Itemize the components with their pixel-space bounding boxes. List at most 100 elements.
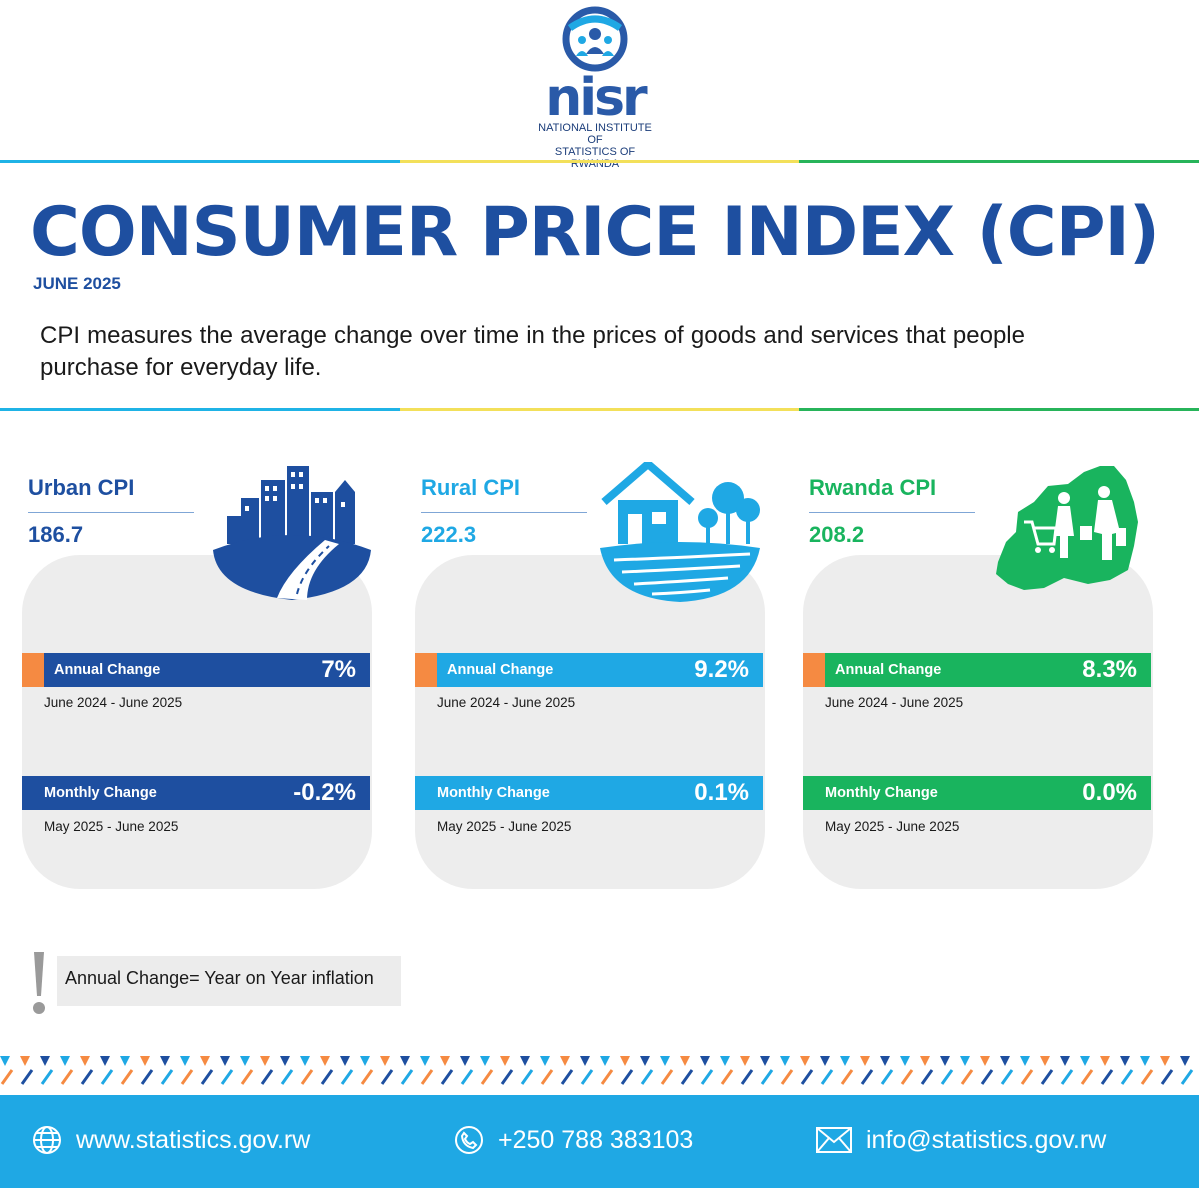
pattern-triangle: [840, 1056, 850, 1066]
top-divider: [0, 160, 1199, 163]
page-title: CONSUMER PRICE INDEX (CPI): [30, 193, 1160, 272]
pattern-triangle: [680, 1056, 690, 1066]
pattern-triangle: [920, 1056, 930, 1066]
pattern-triangle: [80, 1056, 90, 1066]
pattern-stripe: [120, 1069, 134, 1085]
pattern-triangle: [400, 1056, 410, 1066]
pattern-triangle: [300, 1056, 310, 1066]
pattern-stripe: [640, 1069, 654, 1085]
pattern-stripe: [600, 1069, 614, 1085]
phone-icon: [455, 1126, 483, 1154]
pattern-stripe: [840, 1069, 854, 1085]
annual-change-bar: Annual Change 8.3%: [803, 653, 1151, 687]
annual-change-label: Annual Change: [447, 662, 554, 678]
nisr-logo: nisr NATIONAL INSTITUTE OF STATISTICS OF…: [530, 6, 660, 170]
decorative-pattern: [0, 1056, 1194, 1085]
nisr-emblem-icon: [562, 6, 628, 72]
pattern-triangle: [440, 1056, 450, 1066]
pattern-stripe: [1000, 1069, 1014, 1085]
pattern-triangle: [1060, 1056, 1070, 1066]
pattern-stripe: [240, 1069, 254, 1085]
annual-change-value: 7%: [321, 656, 356, 683]
phone-number[interactable]: +250 788 383103: [498, 1125, 694, 1154]
card-title: Rwanda CPI: [809, 475, 937, 500]
pattern-triangle: [580, 1056, 590, 1066]
pattern-stripe: [1180, 1069, 1194, 1085]
note-text: Annual Change= Year on Year inflation: [57, 956, 401, 1006]
annual-change-value: 9.2%: [694, 656, 749, 683]
pattern-triangle: [480, 1056, 490, 1066]
pattern-stripe: [40, 1069, 54, 1085]
pattern-stripe: [940, 1069, 954, 1085]
pattern-triangle: [140, 1056, 150, 1066]
pattern-triangle: [660, 1056, 670, 1066]
pattern-triangle: [460, 1056, 470, 1066]
pattern-triangle: [940, 1056, 950, 1066]
pattern-stripe: [380, 1069, 394, 1085]
pattern-triangle: [760, 1056, 770, 1066]
pattern-triangle: [1100, 1056, 1110, 1066]
annual-change-label: Annual Change: [835, 662, 942, 678]
pattern-triangle: [600, 1056, 610, 1066]
pattern-stripe: [400, 1069, 414, 1085]
card-background: [803, 555, 1153, 889]
pattern-stripe: [440, 1069, 454, 1085]
pattern-triangle: [900, 1056, 910, 1066]
pattern-stripe: [1100, 1069, 1114, 1085]
pattern-stripe: [760, 1069, 774, 1085]
footer: www.statistics.gov.rw +250 788 383103 in…: [0, 1095, 1199, 1188]
footer-website[interactable]: www.statistics.gov.rw: [32, 1123, 310, 1157]
pattern-stripe: [980, 1069, 994, 1085]
card-value: 186.7: [28, 522, 84, 547]
pattern-triangle: [340, 1056, 350, 1066]
footer-email[interactable]: info@statistics.gov.rw: [816, 1123, 1106, 1157]
website-link[interactable]: www.statistics.gov.rw: [76, 1125, 311, 1154]
card-background: [415, 555, 765, 889]
pattern-stripe: [900, 1069, 914, 1085]
pattern-stripe: [320, 1069, 334, 1085]
pattern-stripe: [820, 1069, 834, 1085]
pattern-stripe: [800, 1069, 814, 1085]
pattern-triangle: [40, 1056, 50, 1066]
email-link[interactable]: info@statistics.gov.rw: [866, 1125, 1107, 1154]
pattern-stripe: [520, 1069, 534, 1085]
pattern-stripe: [280, 1069, 294, 1085]
pattern-triangle: [860, 1056, 870, 1066]
pattern-stripe: [1160, 1069, 1174, 1085]
pattern-triangle: [1120, 1056, 1130, 1066]
pattern-triangle: [1040, 1056, 1050, 1066]
pattern-triangle: [1080, 1056, 1090, 1066]
pattern-triangle: [620, 1056, 630, 1066]
pattern-stripe: [540, 1069, 554, 1085]
pattern-stripe: [720, 1069, 734, 1085]
pattern-stripe: [460, 1069, 474, 1085]
pattern-triangle: [160, 1056, 170, 1066]
pattern-stripe: [180, 1069, 194, 1085]
monthly-change-bar: Monthly Change 0.0%: [803, 776, 1151, 810]
pattern-stripe: [160, 1069, 174, 1085]
orange-tab: [415, 653, 437, 687]
pattern-stripe: [560, 1069, 574, 1085]
cpi-description: CPI measures the average change over tim…: [40, 322, 1025, 381]
annual-change-period: June 2024 - June 2025: [44, 695, 183, 710]
middle-divider: [0, 408, 1199, 411]
pattern-triangle: [1160, 1056, 1170, 1066]
pattern-triangle: [540, 1056, 550, 1066]
pattern-triangle: [180, 1056, 190, 1066]
pattern-triangle: [500, 1056, 510, 1066]
pattern-stripe: [620, 1069, 634, 1085]
pattern-stripe: [740, 1069, 754, 1085]
annual-change-period: June 2024 - June 2025: [825, 695, 964, 710]
annual-change-value: 8.3%: [1082, 656, 1137, 683]
footer-phone[interactable]: +250 788 383103: [454, 1123, 693, 1157]
card-title: Urban CPI: [28, 475, 135, 500]
pattern-stripe: [360, 1069, 374, 1085]
annual-change-period: June 2024 - June 2025: [437, 695, 576, 710]
pattern-triangle: [420, 1056, 430, 1066]
pattern-triangle: [820, 1056, 830, 1066]
pattern-stripe: [500, 1069, 514, 1085]
pattern-stripe: [660, 1069, 674, 1085]
monthly-change-period: May 2025 - June 2025: [437, 819, 572, 834]
pattern-stripe: [80, 1069, 94, 1085]
pattern-stripe: [100, 1069, 114, 1085]
